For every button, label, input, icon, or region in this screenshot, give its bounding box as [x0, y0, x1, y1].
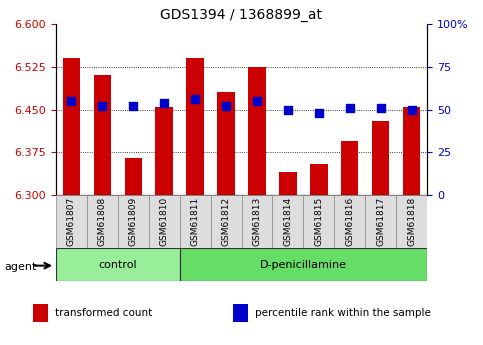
Bar: [242, 195, 272, 248]
Bar: [372, 121, 389, 195]
Bar: [211, 195, 242, 248]
Bar: [341, 141, 358, 195]
Bar: [334, 195, 366, 248]
Bar: [125, 158, 142, 195]
Point: [160, 100, 168, 106]
Point: [377, 105, 385, 111]
Point: [284, 107, 292, 112]
Point: [67, 98, 75, 104]
Text: GSM61811: GSM61811: [190, 197, 199, 246]
Text: agent: agent: [5, 263, 37, 272]
Bar: [217, 92, 235, 195]
Point: [98, 104, 106, 109]
Text: GSM61807: GSM61807: [67, 197, 75, 246]
Text: transformed count: transformed count: [55, 308, 152, 318]
Bar: [397, 195, 427, 248]
Bar: [86, 195, 117, 248]
Point: [346, 105, 354, 111]
Title: GDS1394 / 1368899_at: GDS1394 / 1368899_at: [160, 8, 323, 22]
Bar: [248, 67, 266, 195]
Bar: [303, 195, 334, 248]
Bar: [94, 76, 111, 195]
Bar: [366, 195, 397, 248]
Point: [408, 107, 416, 112]
Bar: [280, 172, 297, 195]
Text: GSM61817: GSM61817: [376, 197, 385, 246]
Text: GSM61814: GSM61814: [284, 197, 293, 246]
Bar: [117, 195, 149, 248]
Point: [191, 97, 199, 102]
Point: [222, 104, 230, 109]
Text: GSM61816: GSM61816: [345, 197, 355, 246]
Text: GSM61815: GSM61815: [314, 197, 324, 246]
Bar: [180, 195, 211, 248]
Text: GSM61810: GSM61810: [159, 197, 169, 246]
Text: GSM61818: GSM61818: [408, 197, 416, 246]
Bar: [149, 195, 180, 248]
Bar: [180, 248, 427, 281]
Point: [315, 110, 323, 116]
Bar: [186, 58, 203, 195]
Text: GSM61809: GSM61809: [128, 197, 138, 246]
Point: [129, 104, 137, 109]
Bar: [156, 107, 172, 195]
Bar: [62, 58, 80, 195]
Text: GSM61812: GSM61812: [222, 197, 230, 246]
Bar: [403, 107, 421, 195]
Text: percentile rank within the sample: percentile rank within the sample: [255, 308, 430, 318]
Bar: [33, 304, 48, 322]
Text: control: control: [98, 260, 137, 270]
Text: GSM61808: GSM61808: [98, 197, 107, 246]
Text: D-penicillamine: D-penicillamine: [260, 260, 347, 270]
Text: GSM61813: GSM61813: [253, 197, 261, 246]
Bar: [233, 304, 248, 322]
Bar: [272, 195, 303, 248]
Point: [253, 98, 261, 104]
Bar: [56, 248, 180, 281]
Bar: [56, 195, 86, 248]
Bar: [311, 164, 327, 195]
